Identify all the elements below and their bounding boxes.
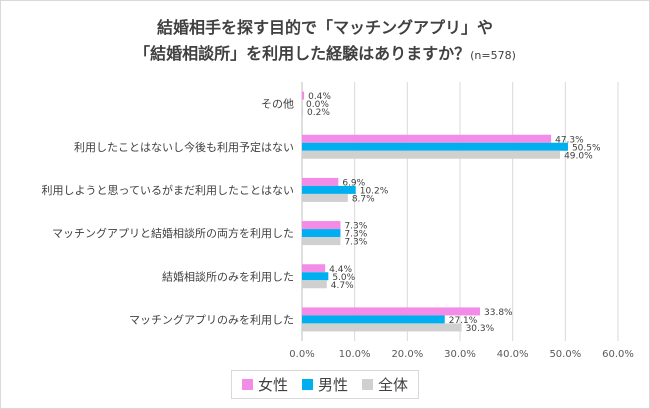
category-label: 結婚相談所のみを利用した (162, 269, 294, 283)
x-tick-label: 20.0% (391, 349, 423, 360)
legend-item-female: 女性 (241, 374, 288, 395)
data-label: 4.4% (329, 265, 352, 275)
data-label: 5.0% (332, 273, 355, 283)
bar-female (302, 221, 341, 230)
data-label: 7.3% (344, 222, 367, 232)
title-line1-text: 結婚相手を探す目的で「マッチングアプリ」や (156, 18, 493, 37)
x-tick-label: 60.0% (602, 349, 634, 360)
legend-swatch-male (301, 378, 313, 390)
category-label: 利用したことはないし今後も利用予定はない (74, 140, 294, 154)
data-label: 4.7% (331, 281, 354, 291)
x-tick-label: 50.0% (549, 349, 581, 360)
bar-female (302, 134, 552, 143)
data-label: 47.3% (555, 135, 584, 145)
x-tick-label: 40.0% (497, 349, 529, 360)
chart-title-line1: 結婚相手を探す目的で「マッチングアプリ」や (0, 14, 650, 38)
legend-box: 女性 男性 全体 (230, 369, 420, 399)
data-label: 49.0% (564, 151, 593, 161)
legend-label-male: 男性 (317, 375, 348, 394)
legend-label-female: 女性 (257, 375, 288, 394)
x-tick-label: 30.0% (444, 349, 476, 360)
data-label: 27.1% (449, 316, 478, 326)
data-label: 7.3% (344, 238, 367, 248)
legend-swatch-female (241, 378, 253, 390)
data-label: 7.3% (344, 230, 367, 240)
bar-total (302, 323, 462, 332)
bar-total (302, 193, 348, 202)
bar-male (302, 185, 356, 194)
category-label: マッチングアプリのみを利用した (129, 312, 294, 326)
x-tick-label: 10.0% (339, 349, 371, 360)
bar-total (302, 280, 327, 289)
bar-female (302, 177, 339, 186)
bar-female (302, 307, 481, 316)
data-label: 0.0% (306, 100, 329, 110)
bar-female (302, 264, 326, 273)
legend-item-male: 男性 (301, 374, 348, 395)
data-label: 0.4% (308, 92, 331, 102)
data-label: 0.2% (307, 108, 330, 118)
bar-male (302, 272, 329, 281)
data-label: 30.3% (466, 324, 495, 334)
data-label: 8.7% (352, 194, 375, 204)
legend-item-total: 全体 (362, 374, 408, 395)
category-label: マッチングアプリと結婚相談所の両方を利用した (52, 226, 294, 240)
data-label: 6.9% (342, 178, 365, 188)
bar-male (302, 229, 341, 238)
category-label: 利用しようと思っているがまだ利用したことはない (42, 183, 294, 197)
title-line2-text: 「結婚相談所」を利用した経験はありますか？ (134, 44, 471, 63)
chart-title-line2: 「結婚相談所」を利用した経験はありますか？(n=578) (0, 40, 650, 64)
data-label: 50.5% (572, 143, 601, 153)
bar-total (302, 237, 341, 246)
legend: 女性 男性 全体 (0, 369, 650, 399)
bar-total (302, 107, 304, 116)
bar-male (302, 315, 445, 324)
bar-female (302, 91, 305, 100)
x-tick-label: 0.0% (289, 349, 314, 360)
legend-label-total: 全体 (378, 375, 409, 394)
category-label: その他 (261, 98, 294, 111)
bar-total (302, 150, 561, 159)
sample-size-note: (n=578) (470, 49, 516, 62)
data-label: 10.2% (360, 186, 389, 196)
bar-male (302, 142, 568, 151)
legend-swatch-total (362, 378, 373, 390)
data-label: 33.8% (484, 308, 513, 318)
